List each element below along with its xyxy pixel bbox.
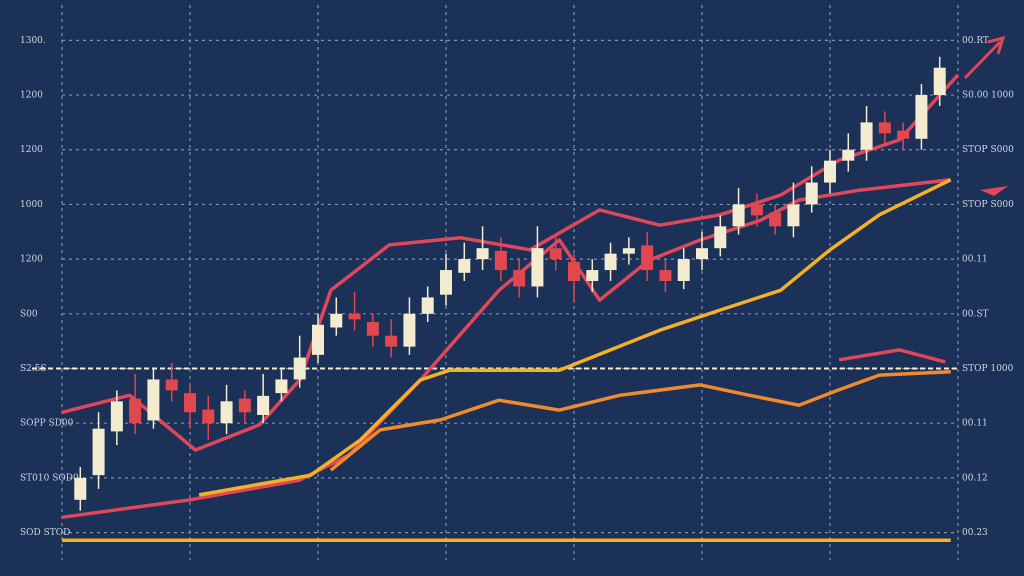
line (198, 178, 952, 497)
candle-body (805, 182, 818, 205)
candle-body (531, 248, 544, 287)
y2-tick-label: S0.00 1000 (962, 91, 1014, 101)
y2-tick-label: STOP 1000 (962, 364, 1014, 374)
candle-body (312, 324, 324, 355)
candle-body (238, 398, 251, 413)
candle-body (257, 395, 270, 415)
candle-body (385, 335, 398, 347)
y-tick-label: S2.5S (20, 364, 47, 374)
y2-tick-label: 00.11 (962, 255, 988, 265)
candle-body (275, 379, 288, 394)
candle-body (421, 297, 434, 314)
labels: 1300. 1200 1200 1000 1200 S00 S2.5S SOPP SD00 ST… (20, 36, 1014, 538)
candle-body (915, 95, 928, 139)
candles (74, 56, 946, 511)
y-tick-label: SOPP SD00 (20, 419, 74, 429)
y2-tick-label: STOP S000 (962, 200, 1014, 210)
y2-tick-label: 00.23 (962, 528, 988, 538)
candle-body (622, 248, 635, 254)
y-tick-label: 1000 (20, 200, 43, 210)
candle-body (129, 398, 142, 424)
candle-body (696, 248, 708, 260)
y2-tick-label: 00.11 (962, 419, 988, 429)
y-tick-label: S00 (20, 309, 38, 319)
y-tick-label: 1200 (20, 91, 43, 101)
candle-body (330, 313, 343, 328)
candle-body (659, 270, 672, 281)
candle-body (348, 313, 361, 320)
candle-body (586, 270, 599, 281)
y2-tick-label: 00.ST (962, 309, 988, 319)
candle-body (732, 204, 745, 227)
candle-body (824, 160, 836, 183)
candle-body (860, 122, 873, 150)
candle-body (366, 322, 379, 336)
candle-body (750, 204, 763, 216)
candle-body (714, 226, 727, 249)
candle-body (933, 67, 946, 96)
candle-body (92, 428, 105, 476)
candle-body (513, 270, 526, 287)
candle-body (549, 248, 562, 260)
candle-body (604, 253, 617, 271)
candle-body (568, 261, 580, 281)
arrow (980, 186, 1008, 196)
candle-body (165, 379, 178, 391)
candle-body (641, 245, 654, 271)
candle-body (677, 259, 690, 281)
line (329, 370, 951, 472)
lines (61, 73, 960, 542)
candle-body (184, 393, 196, 413)
candle-body (110, 401, 123, 432)
candle-body (769, 212, 782, 227)
candle-body (293, 357, 306, 380)
arrow (963, 35, 1006, 80)
candle-body (842, 149, 855, 161)
y2-tick-label: STOP S000 (962, 145, 1014, 155)
candle-body (147, 379, 160, 421)
candle-body (458, 259, 471, 273)
candle-body (787, 204, 800, 227)
candle-body (494, 250, 507, 271)
candle-body (202, 409, 215, 424)
y2-tick-label: 00.12 (962, 473, 988, 483)
y2-tick-label: 00.RT (962, 36, 989, 46)
y-tick-label: 1200 (20, 255, 43, 265)
y-tick-label: 1300. (20, 36, 46, 46)
candle-body (878, 122, 891, 134)
candle-body (220, 401, 233, 424)
candle-body (476, 248, 489, 260)
y-tick-label: SOD STOD (20, 528, 70, 538)
candle-body (74, 477, 87, 500)
candle-body (440, 270, 452, 295)
line (838, 348, 946, 364)
candle-body (897, 130, 910, 139)
line (61, 73, 960, 452)
y-tick-label: ST010 SOD0 (20, 473, 79, 483)
y-tick-label: 1200 (20, 145, 43, 155)
candle-body (403, 313, 416, 347)
